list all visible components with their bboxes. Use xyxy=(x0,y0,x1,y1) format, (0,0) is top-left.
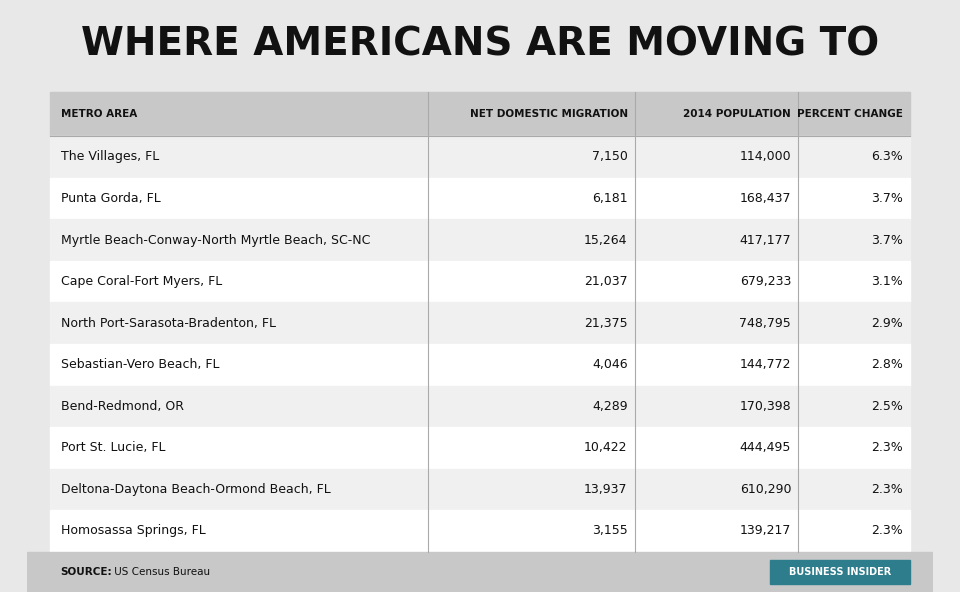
Text: 2.5%: 2.5% xyxy=(871,400,903,413)
Bar xyxy=(50,427,910,469)
Text: Port St. Lucie, FL: Port St. Lucie, FL xyxy=(60,442,165,454)
Text: 2.3%: 2.3% xyxy=(872,483,903,496)
Text: 170,398: 170,398 xyxy=(739,400,791,413)
Text: 144,772: 144,772 xyxy=(739,358,791,371)
Text: METRO AREA: METRO AREA xyxy=(60,109,137,119)
Text: 2.3%: 2.3% xyxy=(872,442,903,454)
Text: WHERE AMERICANS ARE MOVING TO: WHERE AMERICANS ARE MOVING TO xyxy=(81,25,879,63)
Text: 2.3%: 2.3% xyxy=(872,525,903,538)
Text: 21,037: 21,037 xyxy=(584,275,628,288)
Text: 3,155: 3,155 xyxy=(592,525,628,538)
Text: North Port-Sarasota-Bradenton, FL: North Port-Sarasota-Bradenton, FL xyxy=(60,317,276,330)
Text: 6,181: 6,181 xyxy=(592,192,628,205)
Text: 4,046: 4,046 xyxy=(592,358,628,371)
Text: 3.1%: 3.1% xyxy=(872,275,903,288)
Text: 444,495: 444,495 xyxy=(740,442,791,454)
Text: 15,264: 15,264 xyxy=(584,234,628,246)
Text: 679,233: 679,233 xyxy=(740,275,791,288)
Text: NET DOMESTIC MIGRATION: NET DOMESTIC MIGRATION xyxy=(469,109,628,119)
Text: 2014 POPULATION: 2014 POPULATION xyxy=(684,109,791,119)
Text: 10,422: 10,422 xyxy=(584,442,628,454)
Text: 3.7%: 3.7% xyxy=(871,192,903,205)
Bar xyxy=(27,0,933,92)
Text: 168,437: 168,437 xyxy=(739,192,791,205)
Bar xyxy=(50,92,910,136)
Text: US Census Bureau: US Census Bureau xyxy=(111,567,210,577)
Bar xyxy=(50,219,910,261)
Text: SOURCE:: SOURCE: xyxy=(60,567,112,577)
Text: 21,375: 21,375 xyxy=(584,317,628,330)
Text: 417,177: 417,177 xyxy=(739,234,791,246)
Text: BUSINESS INSIDER: BUSINESS INSIDER xyxy=(789,567,891,577)
Text: Bend-Redmond, OR: Bend-Redmond, OR xyxy=(60,400,183,413)
Text: Punta Gorda, FL: Punta Gorda, FL xyxy=(60,192,160,205)
Bar xyxy=(50,344,910,385)
Bar xyxy=(50,303,910,344)
Bar xyxy=(50,178,910,219)
Text: 139,217: 139,217 xyxy=(740,525,791,538)
Text: 13,937: 13,937 xyxy=(584,483,628,496)
Text: Sebastian-Vero Beach, FL: Sebastian-Vero Beach, FL xyxy=(60,358,219,371)
Text: The Villages, FL: The Villages, FL xyxy=(60,150,159,163)
Text: 748,795: 748,795 xyxy=(739,317,791,330)
Bar xyxy=(770,560,910,584)
Text: 114,000: 114,000 xyxy=(739,150,791,163)
Bar xyxy=(50,136,910,178)
Text: 6.3%: 6.3% xyxy=(872,150,903,163)
Bar xyxy=(50,385,910,427)
Bar xyxy=(27,552,933,592)
Text: Deltona-Daytona Beach-Ormond Beach, FL: Deltona-Daytona Beach-Ormond Beach, FL xyxy=(60,483,330,496)
Bar xyxy=(50,261,910,303)
Text: Cape Coral-Fort Myers, FL: Cape Coral-Fort Myers, FL xyxy=(60,275,222,288)
Text: Myrtle Beach-Conway-North Myrtle Beach, SC-NC: Myrtle Beach-Conway-North Myrtle Beach, … xyxy=(60,234,370,246)
Bar xyxy=(50,469,910,510)
Bar xyxy=(50,510,910,552)
Text: 4,289: 4,289 xyxy=(592,400,628,413)
Text: 7,150: 7,150 xyxy=(591,150,628,163)
Text: 610,290: 610,290 xyxy=(739,483,791,496)
Text: Homosassa Springs, FL: Homosassa Springs, FL xyxy=(60,525,205,538)
Text: 3.7%: 3.7% xyxy=(871,234,903,246)
Text: 2.8%: 2.8% xyxy=(871,358,903,371)
Text: 2.9%: 2.9% xyxy=(872,317,903,330)
Text: PERCENT CHANGE: PERCENT CHANGE xyxy=(797,109,903,119)
